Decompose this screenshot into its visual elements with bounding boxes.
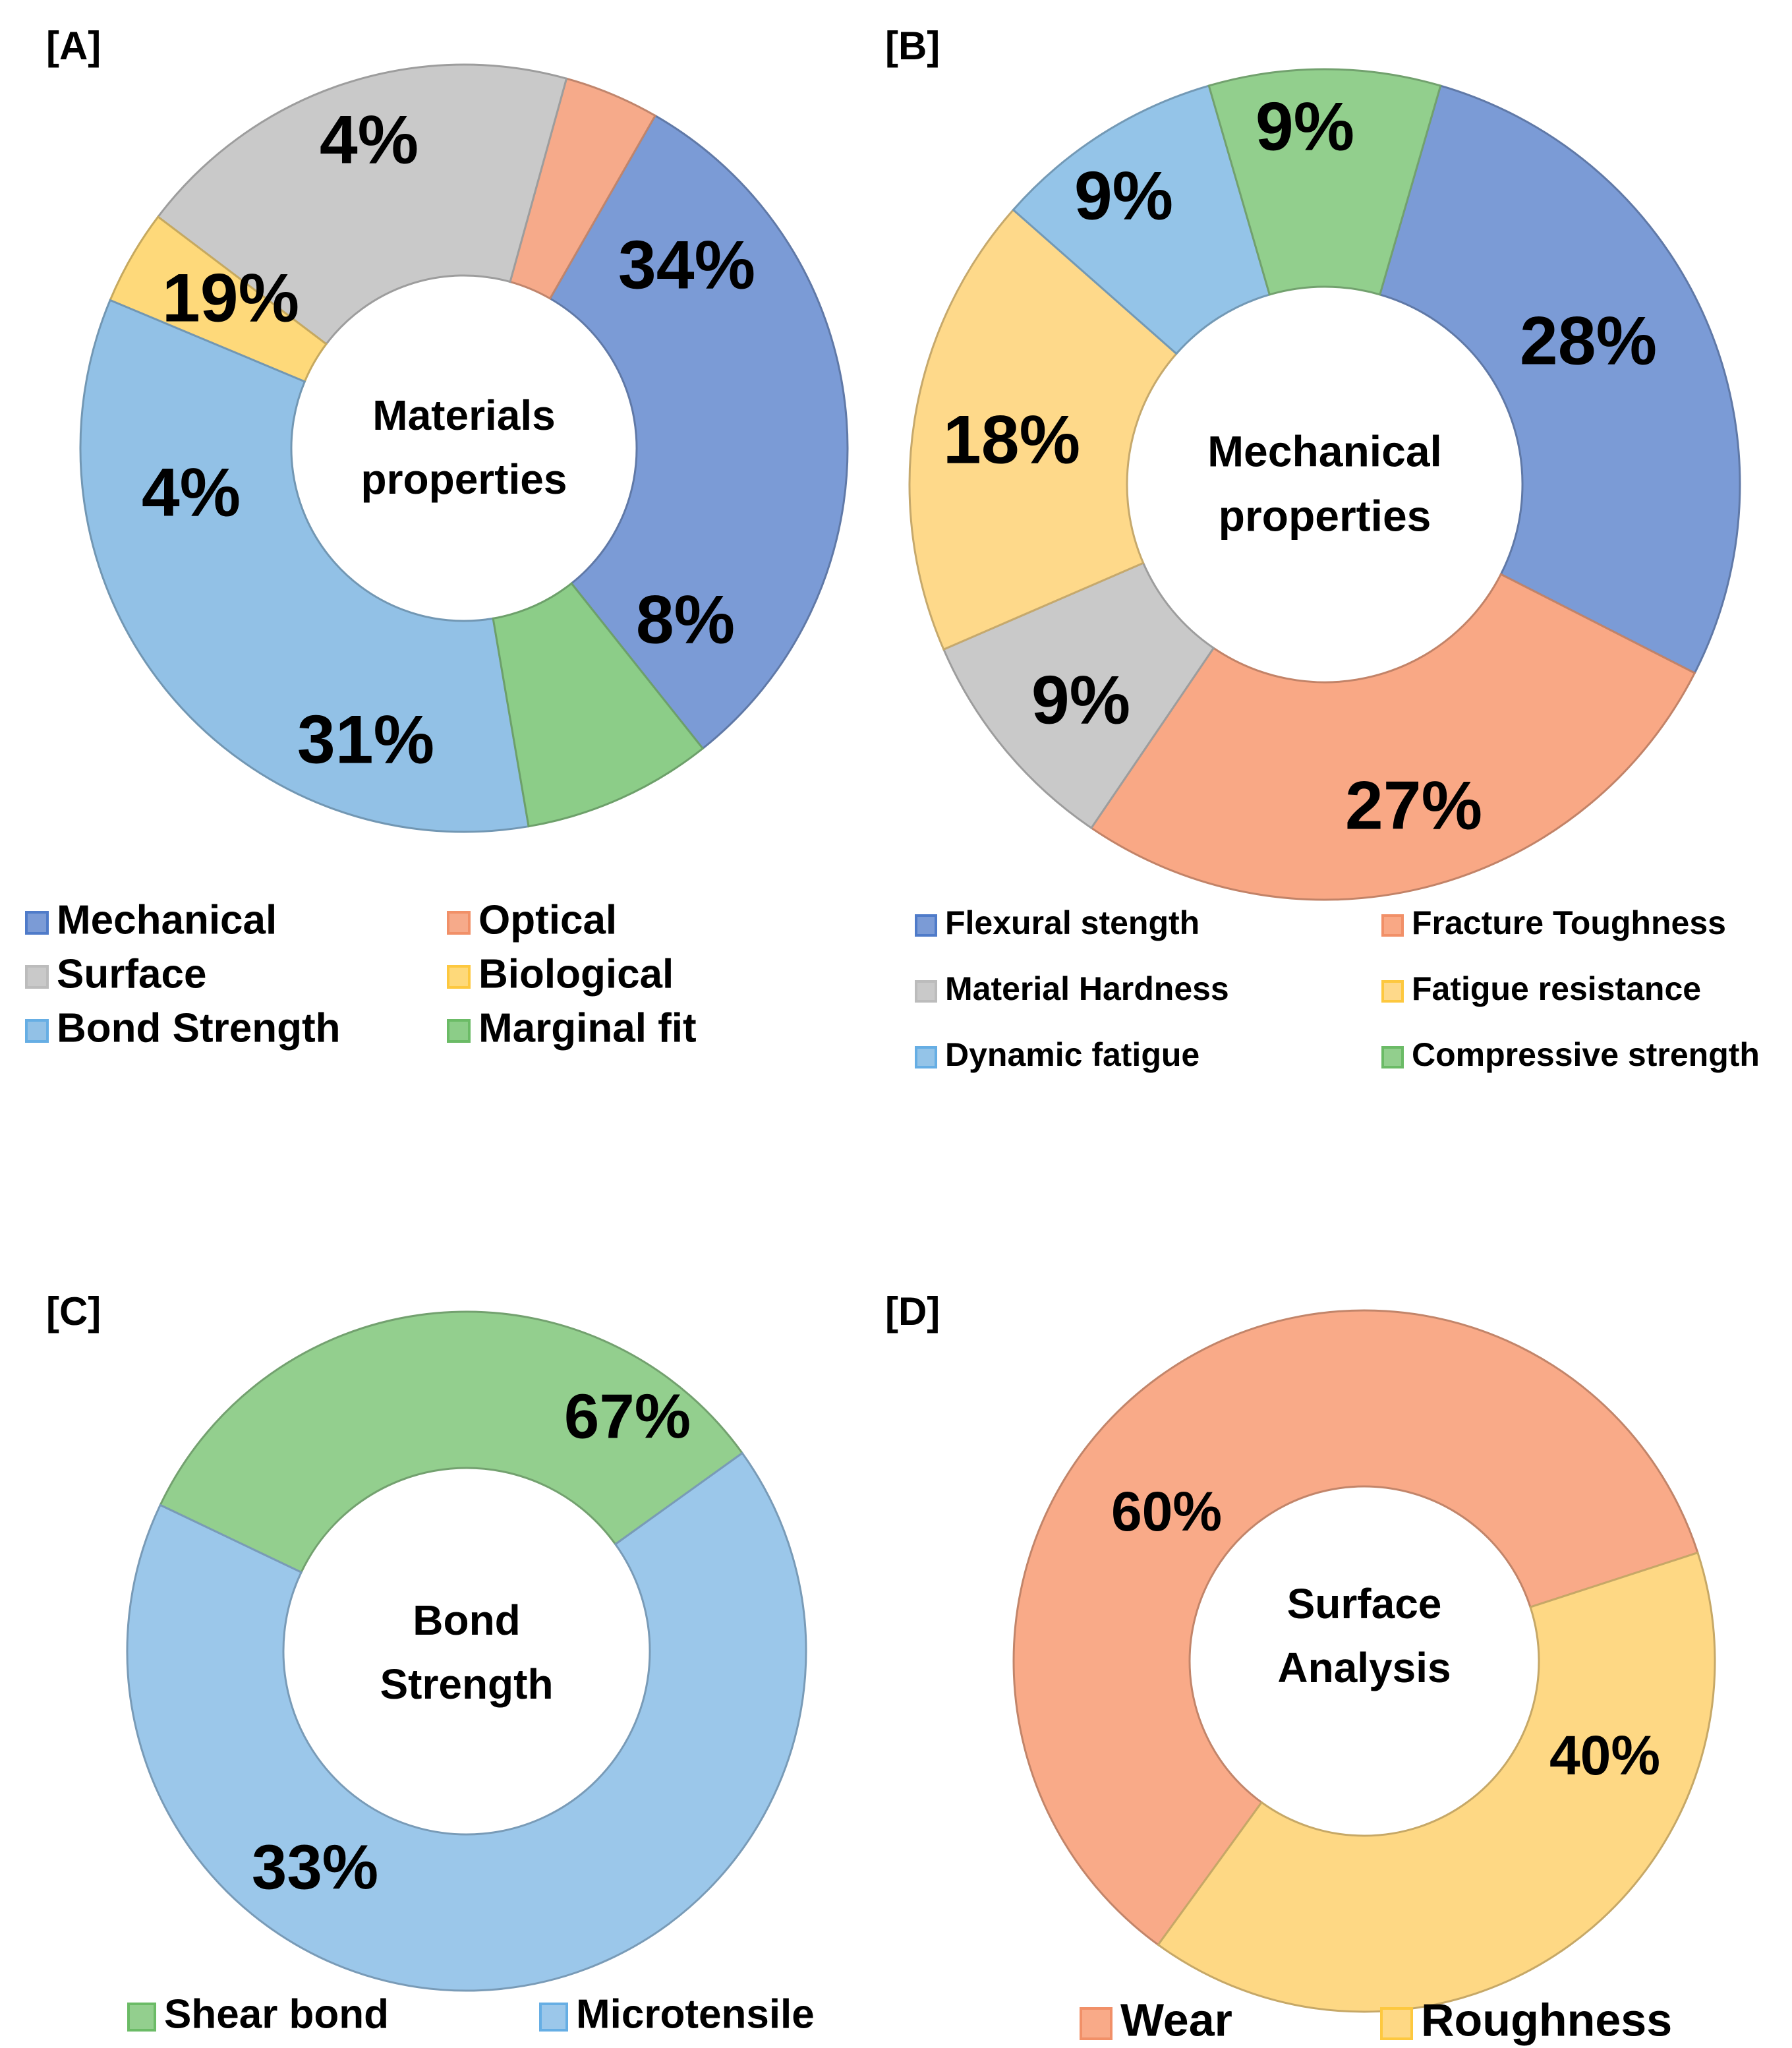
legend-swatch-marginal-fit xyxy=(447,1019,471,1043)
legend-swatch-surface xyxy=(25,965,49,989)
data-label-surface: 19% xyxy=(162,260,299,336)
chart-title: Bond xyxy=(413,1596,521,1644)
legend-swatch-mechanical xyxy=(25,911,49,935)
legend-swatch-biological xyxy=(447,965,471,989)
data-label-flexural-stength: 28% xyxy=(1520,303,1657,379)
legend-swatch-compressive-strength xyxy=(1381,1046,1404,1068)
panel-label: [D] xyxy=(885,1289,940,1333)
legend-swatch-fatigue-resistance xyxy=(1381,980,1404,1003)
slice-material-hardness xyxy=(942,562,1215,830)
legend: Mechanical Optical Surface Biological Bond S… xyxy=(25,897,697,1051)
legend-swatch-fracture-toughness xyxy=(1381,914,1404,937)
slice-fracture-toughness xyxy=(1089,573,1696,901)
legend-item-biological: Biological xyxy=(478,951,674,997)
data-label-bond-strength: 34% xyxy=(618,227,755,303)
legend-swatch-optical xyxy=(447,911,471,935)
legend-item-marginal-fit: Marginal fit xyxy=(478,1005,697,1051)
legend-item-microtensile: Microtensile xyxy=(576,1991,815,2037)
legend-item-surface: Surface xyxy=(57,951,206,997)
data-label-fatigue-resistance: 18% xyxy=(943,401,1080,478)
slice-roughness xyxy=(1157,1551,1716,2013)
data-label-mechanical: 31% xyxy=(297,701,434,778)
slice-marginal-fit xyxy=(492,581,705,828)
chart-panel-c: [C] 33% 67% Bond Strength Shear bond Microtens… xyxy=(46,1289,815,2037)
data-label-fracture-toughness: 27% xyxy=(1345,767,1482,844)
chart-title: Mechanical xyxy=(1207,426,1442,475)
legend-item-fatigue-resistance: Fatigue resistance xyxy=(1412,970,1701,1007)
legend-swatch-wear xyxy=(1080,2007,1113,2040)
legend-item-roughness: Roughness xyxy=(1421,1994,1672,2045)
chart-title: properties xyxy=(1219,491,1431,540)
slice-mechanical xyxy=(548,114,849,750)
chart-title: Analysis xyxy=(1277,1644,1451,1691)
chart-panel-b: [B] 28% 27% 9% 18% 9% 9% Mechanical properties Fl… xyxy=(885,24,1760,1073)
panel-label: [A] xyxy=(46,24,101,68)
legend-item-flexural-stength: Flexural stength xyxy=(945,904,1199,941)
legend: Flexural stength Fracture Toughness Materi… xyxy=(915,904,1760,1073)
slice-flexural-stength xyxy=(1378,84,1741,675)
panel-label: [B] xyxy=(885,24,940,68)
legend-item-optical: Optical xyxy=(478,897,617,943)
legend-item-shear-bond: Shear bond xyxy=(164,1991,389,2037)
slice-bond-strength xyxy=(79,299,530,833)
legend-item-material-hardness: Material Hardness xyxy=(945,970,1229,1007)
panel-label: [C] xyxy=(46,1289,101,1333)
data-label-wear: 60% xyxy=(1111,1480,1222,1542)
slice-wear xyxy=(1012,1309,1699,1946)
legend-item-compressive-strength: Compressive strength xyxy=(1412,1036,1760,1073)
chart-panel-d: [D] 60% 40% Surface Analysis Wear Roughness xyxy=(885,1289,1716,2045)
slice-compressive-strength xyxy=(1207,68,1442,296)
chart-title: Materials xyxy=(372,392,555,439)
data-label-microtensile: 67% xyxy=(564,1381,691,1451)
data-label-compressive-strength: 9% xyxy=(1256,88,1354,165)
legend: Wear Roughness xyxy=(1080,1994,1672,2045)
chart-title: Surface xyxy=(1287,1580,1442,1627)
slice-fatigue-resistance xyxy=(908,208,1178,651)
legend-item-dynamic-fatigue: Dynamic fatigue xyxy=(945,1036,1199,1073)
legend-swatch-microtensile xyxy=(539,2003,568,2032)
legend-item-wear: Wear xyxy=(1120,1994,1232,2045)
legend-swatch-material-hardness xyxy=(915,980,937,1003)
legend-swatch-roughness xyxy=(1380,2007,1413,2040)
legend-swatch-shear-bond xyxy=(127,2003,156,2032)
data-label-biological: 4% xyxy=(320,102,419,178)
data-label-roughness: 40% xyxy=(1549,1724,1660,1786)
slice-surface xyxy=(156,63,568,346)
slice-microtensile xyxy=(126,1451,807,1992)
data-label-dynamic-fatigue: 9% xyxy=(1074,158,1173,234)
legend-item-fracture-toughness: Fracture Toughness xyxy=(1412,904,1726,941)
chart-title: properties xyxy=(361,455,567,503)
data-label-optical: 4% xyxy=(142,454,241,531)
chart-title: Strength xyxy=(380,1660,553,1708)
data-label-material-hardness: 9% xyxy=(1031,662,1130,738)
legend-item-mechanical: Mechanical xyxy=(57,897,277,943)
legend: Shear bond Microtensile xyxy=(127,1991,815,2037)
chart-panel-a: [A] 31% 4% 19% 4% 34% 8% Materials properties Mec… xyxy=(25,24,849,1051)
slice-dynamic-fatigue xyxy=(1012,84,1271,355)
legend-swatch-bond-strength xyxy=(25,1019,49,1043)
slice-shear-bond xyxy=(159,1310,744,1574)
legend-swatch-flexural-stength xyxy=(915,914,937,937)
legend-swatch-dynamic-fatigue xyxy=(915,1046,937,1068)
data-label-marginal-fit: 8% xyxy=(636,581,735,658)
data-label-shear-bond: 33% xyxy=(252,1832,378,1902)
legend-item-bond-strength: Bond Strength xyxy=(57,1005,341,1051)
